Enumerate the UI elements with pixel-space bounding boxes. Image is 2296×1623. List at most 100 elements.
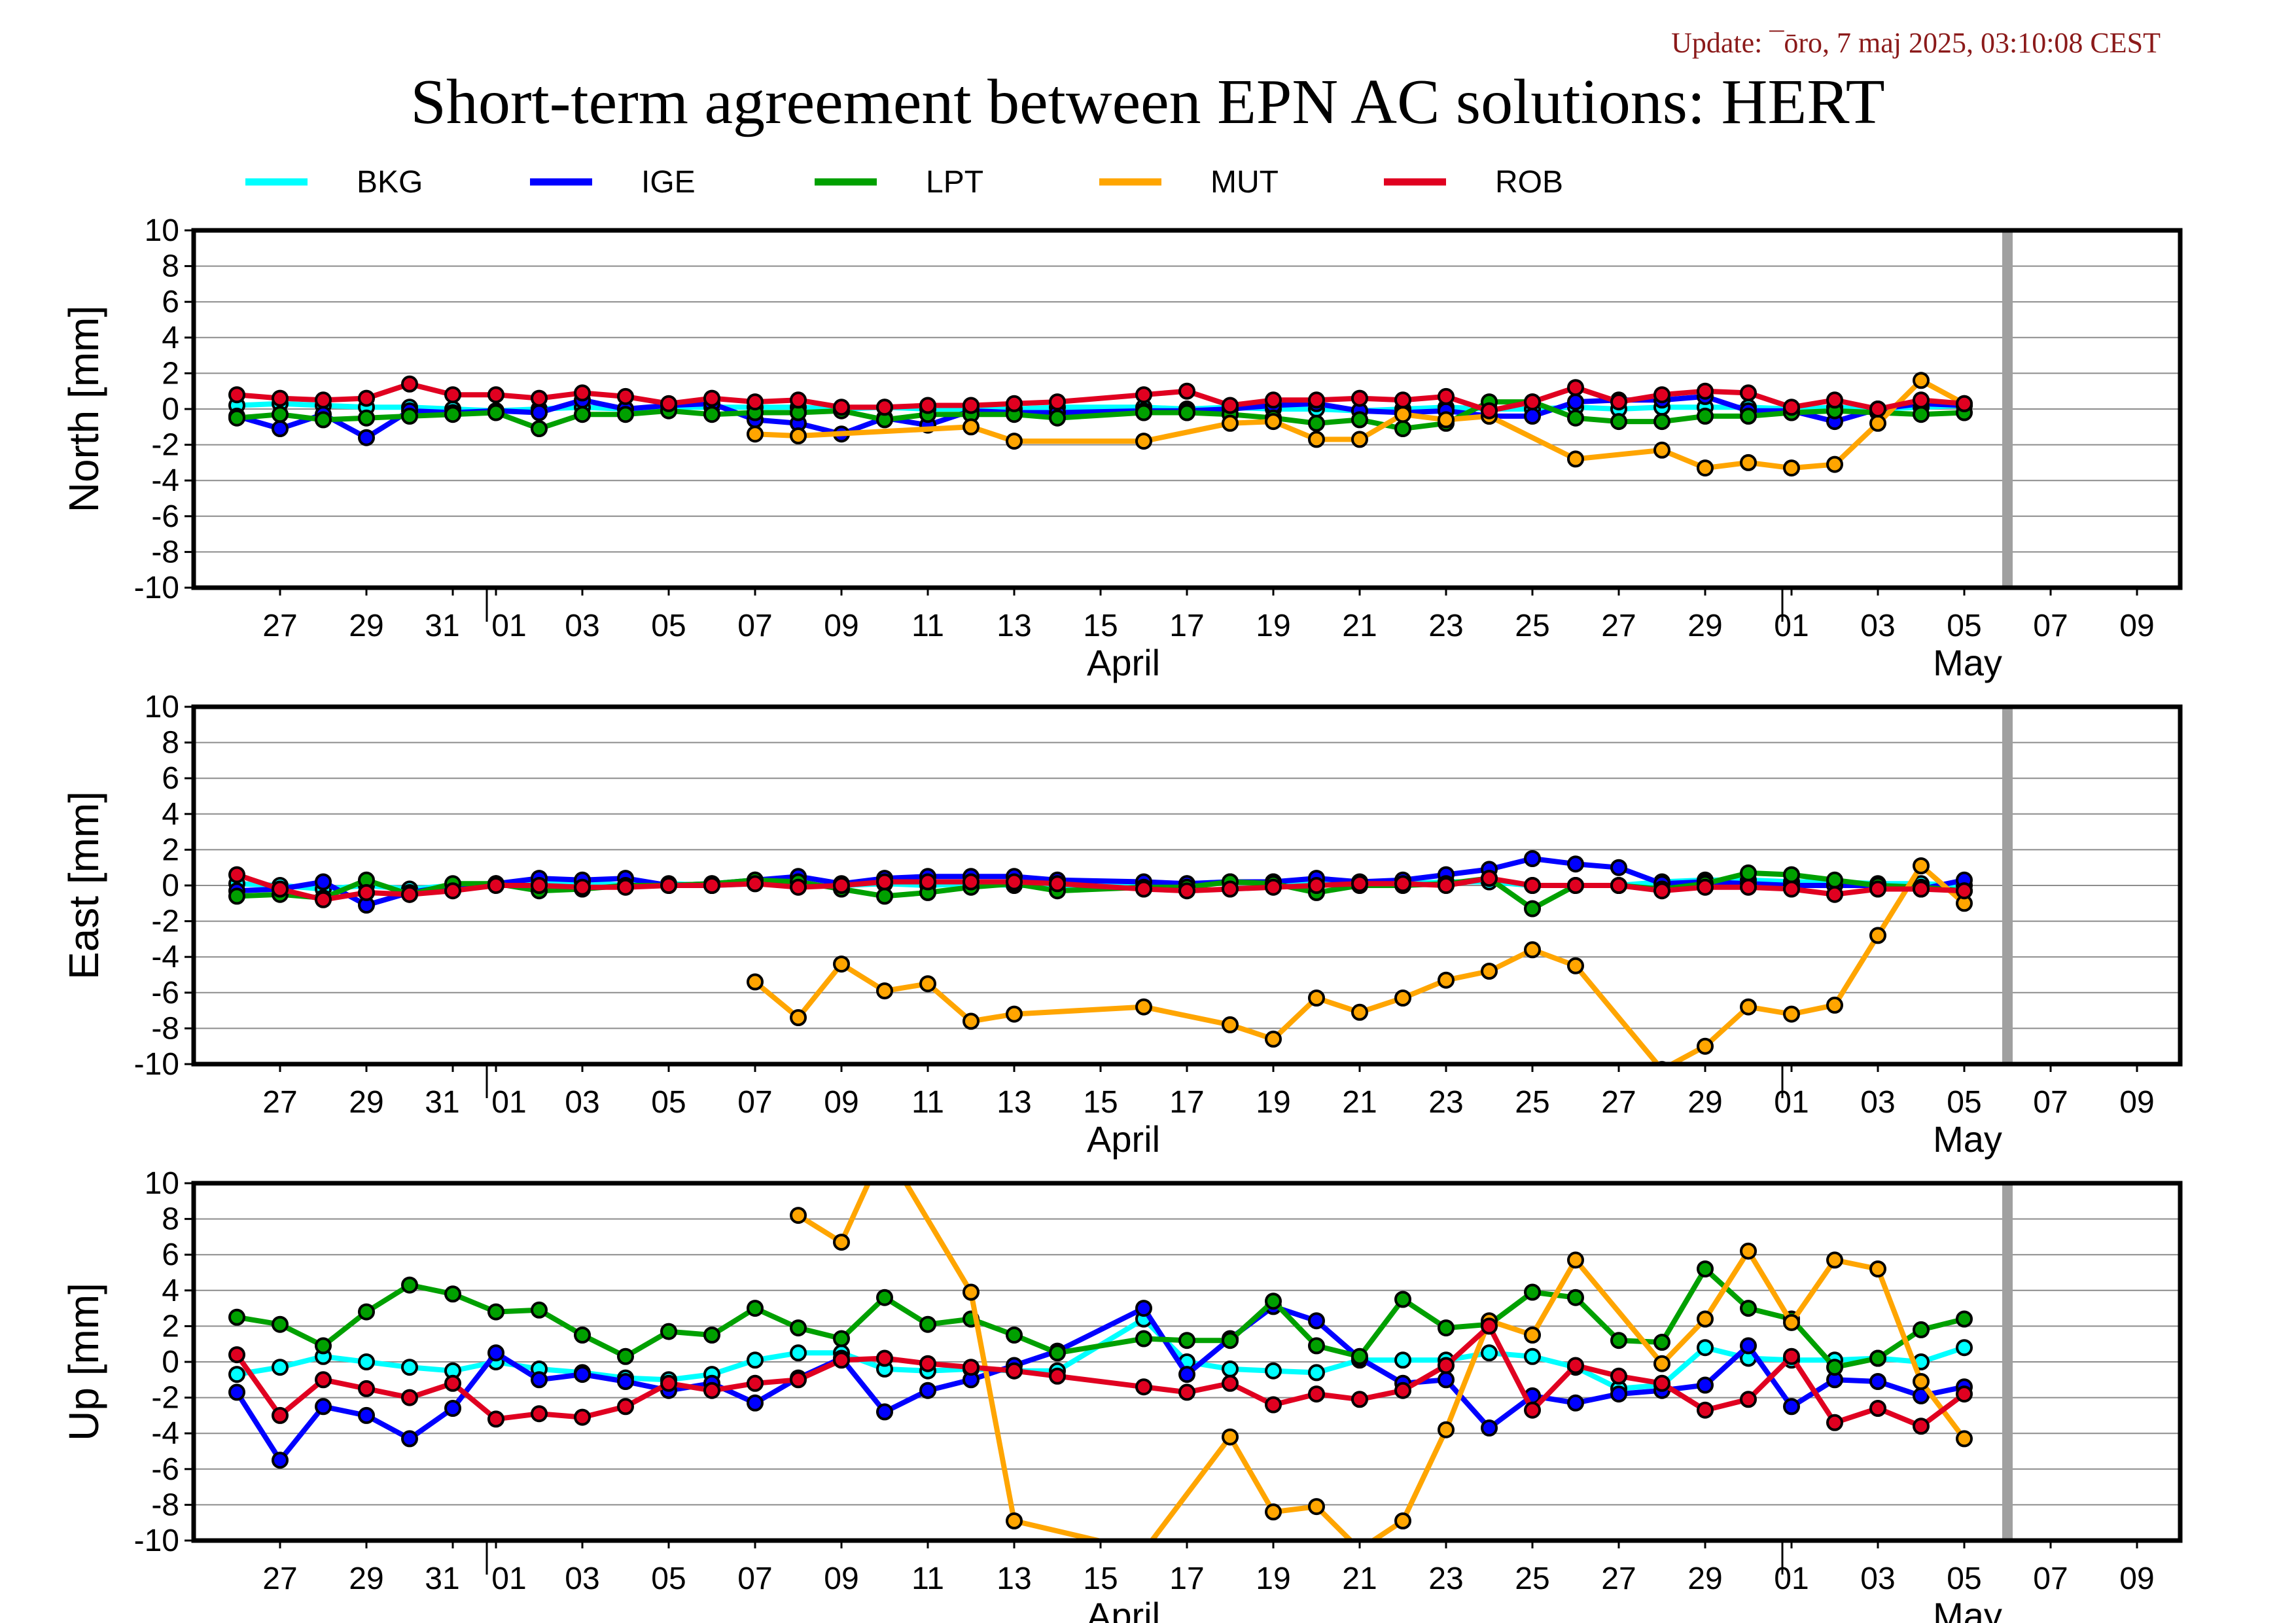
data-point <box>228 1308 245 1326</box>
data-point <box>919 1382 936 1399</box>
data-point <box>1438 877 1455 894</box>
data-point <box>574 1327 591 1344</box>
data-point <box>747 1300 764 1317</box>
data-point <box>531 420 548 437</box>
data-point <box>1610 413 1627 431</box>
y-tick-label: 8 <box>162 726 179 760</box>
data-point <box>1524 1327 1541 1344</box>
data-point <box>1913 406 1930 423</box>
data-point <box>790 1371 807 1389</box>
data-point <box>1049 1344 1066 1362</box>
data-point <box>1006 1005 1023 1023</box>
series-layer <box>228 850 1973 1064</box>
data-point <box>315 891 332 908</box>
data-point <box>1913 372 1930 389</box>
data-point <box>833 1351 850 1369</box>
month-label: May <box>1933 1595 2002 1623</box>
series-line <box>236 393 1965 440</box>
data-point <box>487 1410 504 1428</box>
x-tick-label: 31 <box>425 1085 459 1120</box>
data-point <box>1222 1360 1239 1378</box>
y-tick-label: 6 <box>162 285 179 319</box>
data-point <box>919 1355 936 1372</box>
data-point <box>1178 382 1195 400</box>
data-point <box>1265 413 1282 431</box>
x-tick-label: 29 <box>1687 1085 1722 1120</box>
data-point <box>617 387 634 405</box>
data-point <box>1913 857 1930 874</box>
x-tick-label: 15 <box>1083 1085 1118 1120</box>
x-tick-label: 07 <box>737 1561 772 1596</box>
data-point <box>1567 877 1584 894</box>
data-point <box>272 420 289 437</box>
data-point <box>1653 882 1670 900</box>
x-tick-label: 05 <box>651 1561 686 1596</box>
data-point <box>1826 455 1843 473</box>
data-point <box>1783 866 1800 883</box>
data-point <box>963 1283 980 1301</box>
data-point <box>1783 1398 1800 1416</box>
legend-item-ige: IGE <box>530 165 696 200</box>
x-tick-label: 05 <box>1947 1085 1981 1120</box>
series-line <box>236 381 1965 414</box>
y-tick-label: 2 <box>162 832 179 867</box>
data-point <box>703 406 720 423</box>
data-point <box>1481 1317 1498 1335</box>
x-tick-label: 03 <box>565 1561 599 1596</box>
x-tick-label: 23 <box>1428 609 1463 643</box>
x-tick-label: 17 <box>1169 1085 1204 1120</box>
data-point <box>1135 386 1152 404</box>
y-tick-label: -2 <box>151 904 179 939</box>
data-point <box>1222 1374 1239 1392</box>
data-point <box>272 1406 289 1424</box>
series-line <box>234 1323 1966 1429</box>
x-tick-label: 29 <box>349 1085 383 1120</box>
data-point <box>1826 391 1843 409</box>
legend-item-lpt: LPT <box>815 165 983 200</box>
data-point <box>1740 998 1757 1016</box>
data-point <box>790 1344 807 1362</box>
y-tick-label: 10 <box>145 213 179 248</box>
x-tick-label: 11 <box>911 609 944 643</box>
data-point <box>1913 1418 1930 1435</box>
data-point <box>1567 379 1584 397</box>
data-point <box>228 1366 245 1383</box>
data-point <box>703 1327 720 1344</box>
data-point <box>876 887 893 905</box>
data-point <box>1653 413 1670 431</box>
data-point <box>1740 407 1757 425</box>
x-tick-label: 27 <box>262 1561 297 1596</box>
y-tick-label: -2 <box>151 428 179 463</box>
data-point <box>1913 1321 1930 1338</box>
data-point <box>444 386 461 404</box>
x-tick-label: 05 <box>651 609 686 643</box>
x-tick-label: 09 <box>824 609 858 643</box>
legend-item-rob: ROB <box>1384 165 1563 200</box>
data-point <box>877 1140 892 1154</box>
y-tick-label: -4 <box>151 1416 179 1451</box>
y-tick-label: 10 <box>145 1166 179 1201</box>
data-point <box>1610 859 1627 876</box>
data-point <box>1783 459 1800 477</box>
data-point <box>1135 880 1152 898</box>
data-point <box>1481 1344 1498 1362</box>
data-point <box>531 1301 548 1319</box>
data-point <box>963 1359 980 1376</box>
data-point <box>1913 880 1930 898</box>
plot-frame <box>191 228 2183 590</box>
data-point <box>963 418 980 436</box>
y-tick-label: 4 <box>162 321 179 355</box>
x-tick-label: 01 <box>1774 609 1809 643</box>
data-point <box>1351 1391 1368 1408</box>
data-point <box>876 1403 893 1421</box>
data-point <box>1394 990 1411 1007</box>
data-point <box>1697 1260 1714 1277</box>
legend-item-bkg: BKG <box>245 165 423 200</box>
data-point <box>876 1349 893 1367</box>
x-tick-label: 17 <box>1169 1561 1204 1596</box>
month-label: May <box>1933 1118 2002 1160</box>
data-point <box>1394 391 1411 409</box>
